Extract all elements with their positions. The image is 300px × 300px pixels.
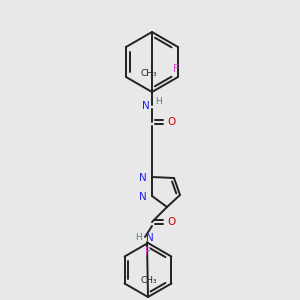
Text: CH₃: CH₃: [140, 68, 157, 77]
Text: O: O: [168, 117, 176, 127]
Text: N: N: [139, 173, 147, 183]
Text: H: H: [154, 98, 161, 106]
Text: F: F: [173, 64, 179, 74]
Text: CH₃: CH₃: [141, 276, 158, 285]
Text: N: N: [146, 233, 154, 243]
Text: N: N: [139, 192, 147, 202]
Text: N: N: [142, 101, 150, 111]
Text: F: F: [145, 247, 151, 257]
Text: O: O: [168, 217, 176, 227]
Text: H: H: [136, 233, 142, 242]
